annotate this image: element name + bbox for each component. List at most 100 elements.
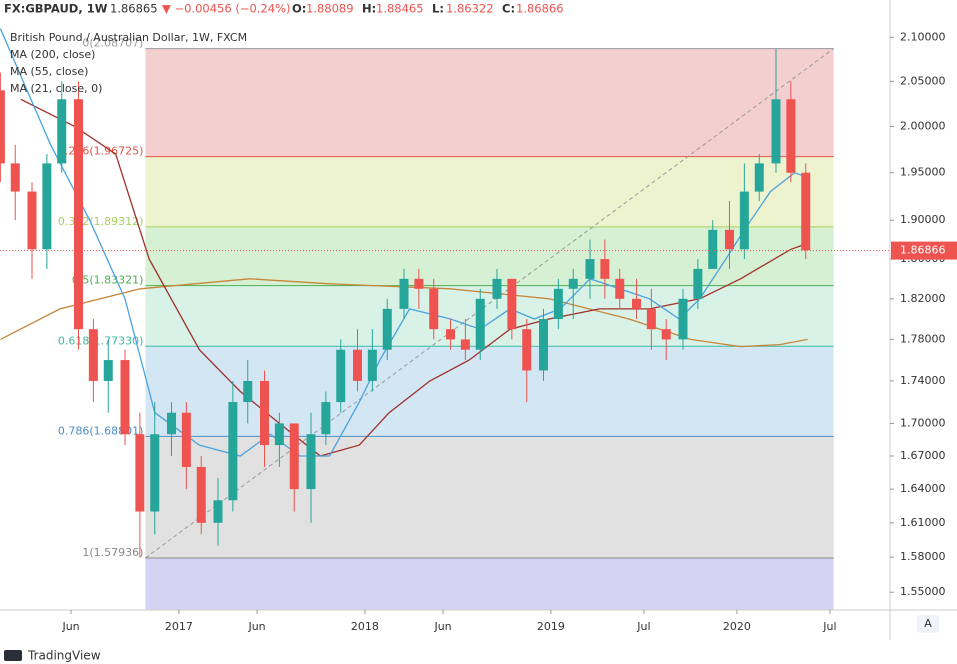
legend-entry: MA (200, close) [10,48,95,61]
fib-zone [145,436,834,558]
candle-body [553,288,563,319]
x-tick-label: 2019 [537,620,565,633]
legend-title: British Pound / Australian Dollar, 1W, F… [10,31,247,44]
fib-label: 0(2.08707) [82,37,143,50]
y-tick-label: 2.00000 [900,119,946,132]
x-tick-label: 2020 [723,620,751,633]
y-tick-label: 2.05000 [900,74,946,87]
last-price-box [891,241,957,260]
candle-body [336,349,346,403]
candle-body [306,434,316,490]
candle-body [120,360,130,435]
fib-zone [145,48,834,157]
candle-body [646,308,656,330]
x-tick-label: Jul [636,620,650,633]
legend-entry: MA (21, close, 0) [10,82,102,95]
candle-body [382,308,392,350]
y-tick-label: 1.61000 [900,516,946,529]
x-tick-label: Jun [247,620,265,633]
ohlc-label: H: [362,2,376,16]
fib-label: 0.786(1.68801) [58,424,144,437]
candle-body [27,191,37,250]
fib-label: 0.5(1.83321) [72,274,144,287]
candle-body [414,278,424,289]
candle-body [522,329,532,371]
candle-body [693,268,703,299]
candle-body [57,99,67,164]
candle-body [0,90,5,164]
y-tick-label: 1.82000 [900,292,946,305]
x-tick-label: 2018 [351,620,379,633]
candle-body [166,412,176,435]
candle-body [724,229,734,250]
candle-body [538,318,548,371]
footer: TradingView [27,649,101,663]
y-tick-label: 1.64000 [900,482,946,495]
fib-zone [145,156,834,227]
legend-entry: MA (55, close) [10,65,88,78]
candle-body [103,360,113,381]
fib-label: 0.382(1.89312) [58,215,144,228]
candle-body [568,278,578,289]
y-tick-label: 1.70000 [900,416,946,429]
candle-body [445,329,455,340]
fib-zone [145,226,834,286]
ohlc-value: 1.86866 [516,2,564,16]
logo [4,650,22,661]
ohlc-label: C: [502,2,515,16]
candle-body [213,500,223,523]
plot: 0(2.08707) 0.236(1.96725) 0.382(1.89312) 0.… [0,28,890,610]
x-tick-label: Jul [822,620,836,633]
candle-body [135,434,145,512]
candle-body [243,380,253,403]
candle-body [475,298,485,350]
fib-trend [145,48,834,559]
candle-body [429,288,439,330]
candle-body [661,329,671,340]
candle-body [786,99,796,173]
y-tick-label: 1.67000 [900,449,946,462]
x-tick-label: Jun [61,620,79,633]
candle-body [708,229,718,269]
scale-button-label[interactable]: A [924,617,932,630]
candle-body [399,278,409,309]
scale-button[interactable] [917,615,939,633]
candle-body [42,163,52,250]
candle-body [274,423,284,446]
fib-zone [145,557,834,610]
candle-body [678,298,688,340]
candle-body [196,466,206,523]
last: 1.86865 [110,2,158,16]
ohlc-value: 1.88089 [306,2,354,16]
y-tick-label: 1.58000 [900,550,946,563]
y-tick-label: 2.10000 [900,30,946,43]
candle-body [460,339,470,350]
candle-body [615,278,625,299]
last-price-label: 1.86866 [900,244,946,257]
candle-body [321,402,331,435]
change: ▼ −0.00456 (−0.24%) [162,2,291,16]
ohlc-value: 1.86322 [446,2,494,16]
y-tick-label: 1.55000 [900,585,946,598]
fib-label: 0.618(1.77330) [58,334,144,347]
ohlc-value: 1.88465 [376,2,424,16]
moving-average [20,98,808,457]
y-tick-label: 1.90000 [900,213,946,226]
x-tick-label: 2017 [165,620,193,633]
y-tick-label: 1.74000 [900,374,946,387]
fib-label: 1(1.57936) [82,546,143,559]
candle-body [10,163,20,192]
candle-body [367,349,377,381]
x-tick-label: Jun [433,620,451,633]
candle-body [73,99,83,330]
candle-body [771,99,781,164]
fib-zone [145,285,834,347]
candle-body [631,298,641,309]
candle-body [507,278,517,330]
y-tick-label: 1.78000 [900,332,946,345]
candle-body [289,423,299,490]
candle-body [181,412,191,467]
candle-body [150,434,160,512]
candle-body [88,329,98,381]
